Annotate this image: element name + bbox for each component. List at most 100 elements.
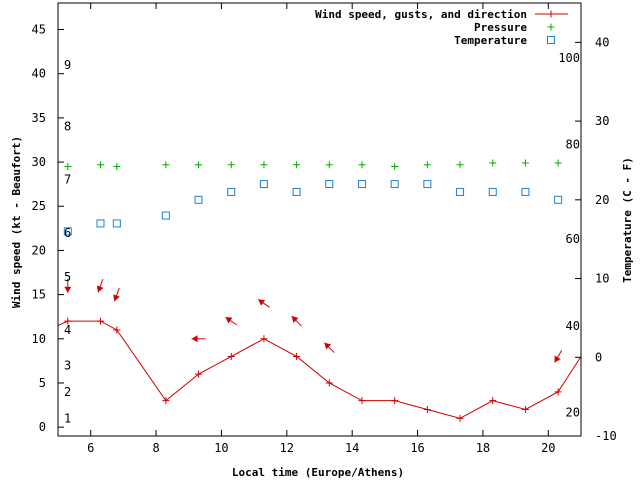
beaufort-label: 7 bbox=[64, 173, 71, 187]
wind-speed-point bbox=[456, 414, 464, 422]
temperature-point bbox=[456, 187, 465, 196]
pressure-point bbox=[195, 161, 203, 169]
y-left-tick-label: 15 bbox=[32, 288, 46, 302]
x-tick-label: 12 bbox=[280, 441, 294, 455]
wind-arrow-head bbox=[113, 294, 120, 302]
pressure-point bbox=[358, 161, 366, 169]
fahrenheit-label: 60 bbox=[566, 232, 580, 246]
x-tick-label: 20 bbox=[541, 441, 555, 455]
temperature-point bbox=[357, 180, 366, 189]
wind-arrow-head bbox=[554, 355, 561, 363]
x-tick-label: 18 bbox=[476, 441, 490, 455]
pressure-point bbox=[456, 161, 464, 169]
legend-label-temperature: Temperature bbox=[454, 34, 527, 47]
beaufort-label: 6 bbox=[64, 226, 71, 240]
legend-label-wind: Wind speed, gusts, and direction bbox=[315, 8, 527, 21]
legend-label-pressure: Pressure bbox=[474, 21, 527, 34]
temperature-point bbox=[521, 187, 530, 196]
beaufort-label: 1 bbox=[64, 411, 71, 425]
series-layer bbox=[57, 159, 582, 422]
fahrenheit-label: 100 bbox=[558, 51, 580, 65]
temperature-point bbox=[227, 187, 236, 196]
wind-speed-point bbox=[554, 388, 562, 396]
wind-speed-point bbox=[293, 352, 301, 360]
temperature-point bbox=[194, 195, 203, 204]
wind-direction-arrow bbox=[291, 315, 302, 327]
temperature-point bbox=[390, 180, 399, 189]
x-tick-label: 14 bbox=[345, 441, 359, 455]
wind-speed-point bbox=[423, 405, 431, 413]
pressure-point bbox=[521, 159, 529, 167]
y-left-tick-label: 35 bbox=[32, 111, 46, 125]
temperature-point bbox=[63, 227, 72, 236]
pressure-point bbox=[96, 161, 104, 169]
x-tick-label: 10 bbox=[214, 441, 228, 455]
y-left-tick-label: 45 bbox=[32, 23, 46, 37]
wind-speed-point bbox=[227, 352, 235, 360]
scale-labels: 1 2 3 4 5 6 7 8 9 20 40 60 80 100 bbox=[64, 51, 580, 425]
wind-speed-point bbox=[325, 379, 333, 387]
pressure-point bbox=[64, 162, 72, 170]
wind-arrow-head bbox=[324, 342, 332, 350]
y-right-tick-label: 40 bbox=[595, 35, 609, 49]
tick-labels: 6 8 10 12 14 16 18 20051015202530354045-1001020… bbox=[32, 23, 617, 455]
y-right-tick-label: 10 bbox=[595, 272, 609, 286]
pressure-point bbox=[260, 161, 268, 169]
wind-direction-arrow bbox=[64, 278, 72, 293]
axis-ticks bbox=[58, 3, 581, 437]
wind-arrow-head bbox=[291, 316, 299, 323]
beaufort-label: 8 bbox=[64, 120, 71, 134]
beaufort-label: 4 bbox=[64, 323, 71, 337]
temperature-point bbox=[488, 187, 497, 196]
pressure-point bbox=[162, 161, 170, 169]
wind-speed-point bbox=[391, 397, 399, 405]
wind-speed-line bbox=[57, 320, 582, 419]
pressure-point bbox=[391, 162, 399, 170]
y-right-tick-label: -10 bbox=[595, 429, 617, 443]
wind-direction-arrow bbox=[554, 350, 563, 363]
wind-speed-point bbox=[260, 335, 268, 343]
pressure-point bbox=[325, 161, 333, 169]
x-tick-label: 16 bbox=[410, 441, 424, 455]
wind-direction-arrow bbox=[96, 279, 104, 293]
x-tick-label: 6 bbox=[87, 441, 94, 455]
pressure-point bbox=[293, 161, 301, 169]
wind-arrow-head bbox=[96, 285, 104, 293]
temperature-point bbox=[554, 195, 563, 204]
beaufort-label: 9 bbox=[64, 58, 71, 72]
wind-speed-point bbox=[113, 326, 121, 334]
wind-speed-point bbox=[195, 370, 203, 378]
wind-arrow-head bbox=[64, 286, 72, 293]
pressure-point bbox=[113, 162, 121, 170]
plot-frame bbox=[57, 2, 582, 437]
wind-arrow-head bbox=[225, 317, 233, 324]
wind-speed-point bbox=[96, 317, 104, 325]
fahrenheit-label: 20 bbox=[566, 405, 580, 419]
y-right-tick-label: 30 bbox=[595, 114, 609, 128]
temperature-point bbox=[423, 180, 432, 189]
beaufort-label: 5 bbox=[64, 270, 71, 284]
fahrenheit-label: 80 bbox=[566, 138, 580, 152]
wind-direction-arrow bbox=[113, 287, 120, 302]
temperature-point bbox=[325, 180, 334, 189]
wind-speed-point bbox=[64, 317, 72, 325]
wind-arrow-head bbox=[191, 335, 198, 343]
wind-speed-point bbox=[162, 397, 170, 405]
x-tick-label: 8 bbox=[152, 441, 159, 455]
wind-direction-arrow bbox=[257, 299, 270, 308]
y-left-tick-label: 20 bbox=[32, 243, 46, 257]
temperature-point bbox=[292, 187, 301, 196]
wind-speed-point bbox=[489, 397, 497, 405]
legend-plus bbox=[547, 10, 555, 18]
pressure-point bbox=[423, 161, 431, 169]
y-left-tick-label: 0 bbox=[39, 420, 46, 434]
beaufort-label: 2 bbox=[64, 385, 71, 399]
y-left-tick-label: 5 bbox=[39, 376, 46, 390]
legend-plus bbox=[547, 23, 555, 31]
legend: Wind speed, gusts, and direction Pressur… bbox=[315, 8, 568, 47]
y-left-tick-label: 30 bbox=[32, 155, 46, 169]
legend-symbol-pressure bbox=[547, 23, 555, 31]
wind-speed-point bbox=[358, 397, 366, 405]
y-right-tick-label: 0 bbox=[595, 350, 602, 364]
